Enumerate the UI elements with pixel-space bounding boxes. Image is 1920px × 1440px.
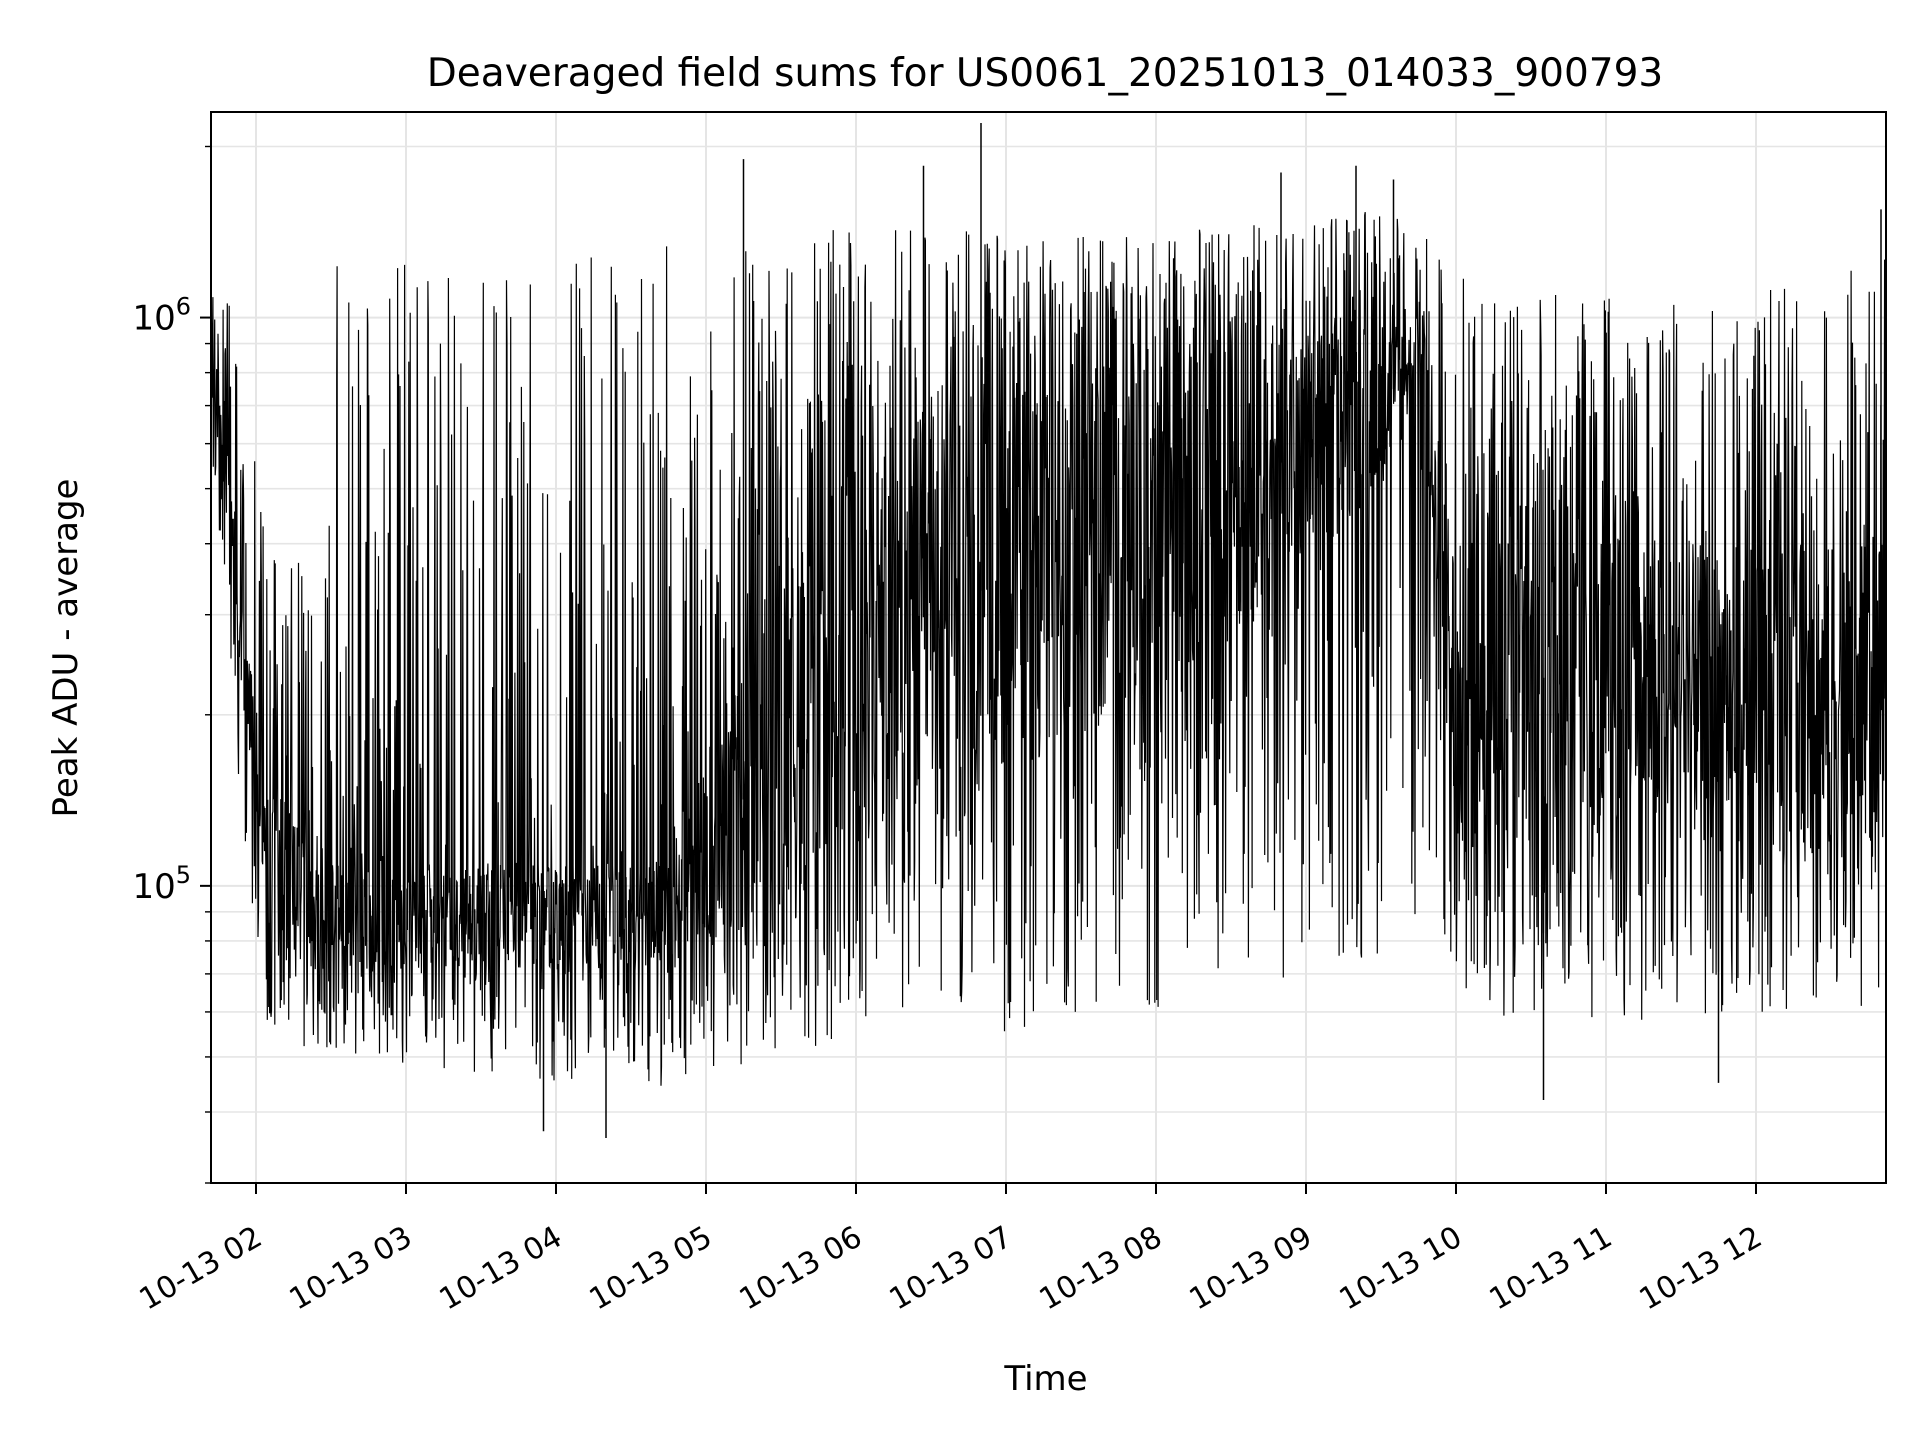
y-axis-label: Peak ADU - average <box>46 479 86 818</box>
y-tick-label-exponent: 5 <box>176 861 191 889</box>
y-tick-label: 106 <box>132 293 191 339</box>
y-tick-label-base: 10 <box>132 299 175 339</box>
plot-frame <box>210 111 1887 1184</box>
x-axis-label: Time <box>1003 1359 1087 1399</box>
chart-title: Deaveraged field sums for US0061_2025101… <box>427 51 1663 96</box>
data-series <box>211 122 1886 1139</box>
data-line <box>211 212 1886 1086</box>
y-tick-label-base: 10 <box>132 867 175 907</box>
y-tick-label: 105 <box>132 861 191 907</box>
y-tick-label-exponent: 6 <box>176 293 191 321</box>
